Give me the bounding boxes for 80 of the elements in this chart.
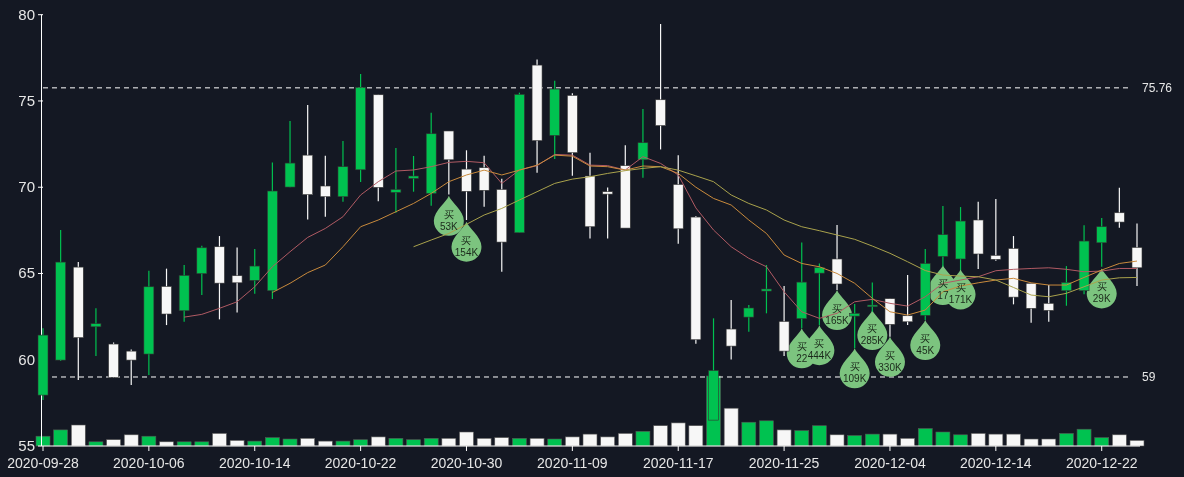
candlestick [408,155,419,193]
bar [1076,428,1092,447]
y-tick-label: 55 [18,437,35,454]
bar [847,435,862,447]
x-tick-label: 2020-12-04 [854,455,926,471]
bar [741,421,757,447]
y-tick-label: 70 [18,178,35,196]
x-tick-label: 2020-10-14 [218,455,291,471]
candlestick [1131,222,1143,287]
y-tick-label: 75 [18,91,35,109]
x-tick-label: 2020-11-09 [537,455,608,471]
bar [1059,433,1074,447]
candlestick [761,264,772,314]
candlestick [390,147,402,214]
data-label: 买 285K [860,323,885,347]
x-tick-label: 2020-11-17 [642,455,714,471]
bar [247,440,263,447]
bar [794,430,810,447]
x-tick-label: 2020-10-22 [324,455,397,471]
ref-line-label: 59 [1142,369,1156,384]
candlestick [867,281,878,313]
bar [388,438,404,447]
data-label: 买 165K [825,303,850,327]
y-tick-label: 80 [18,5,35,23]
ref-line-label: 75.76 [1142,80,1173,95]
candlestick [743,304,755,333]
data-label: 买 53K [439,208,459,232]
data-label: 买 154K [454,234,479,258]
candlestick [990,198,1002,262]
data-label: 买 109K [843,361,867,385]
bar [335,440,351,447]
bar [759,420,774,447]
bar [812,425,827,447]
bar [265,437,280,447]
candlestick [902,274,913,326]
candlestick [937,205,949,268]
data-label: 买 17 [937,278,949,302]
bar [865,433,880,447]
x-tick-label: 2020-09-28 [7,455,80,471]
data-label: 买 444K [807,338,832,362]
candlestick [637,108,649,179]
candlestick [725,299,737,360]
bar [88,441,104,447]
x-tick-label: 2020-12-14 [960,455,1032,471]
bar [547,438,563,447]
bar [353,439,368,447]
y-tick-label: 60 [18,350,35,368]
bar [406,439,421,447]
x-tick-label: 2020-10-30 [430,455,503,471]
candlestick [320,155,331,218]
data-label: 买 29K [1092,281,1111,305]
x-tick-label: 2020-12-22 [1065,455,1138,471]
bar [953,434,968,447]
bar [53,429,68,447]
data-label: 买 45K [916,333,935,357]
x-tick-label: 2020-10-06 [113,455,185,471]
x-tick-label: 2020-11-25 [748,455,820,471]
bar [635,431,651,447]
candlestick [849,303,860,349]
candlestick [1096,217,1108,268]
candlestick [602,186,613,240]
bar [35,435,51,447]
bar [935,431,951,447]
candlestick [478,155,490,208]
y-tick-label: 65 [18,264,35,282]
candlestick [284,120,296,188]
bar [1094,437,1110,447]
bar [141,435,157,447]
candlestick [249,248,261,295]
data-label: 买 22 [796,341,808,365]
candlestick [1114,187,1125,229]
bar [282,438,298,447]
candlestick [90,307,102,357]
data-label: 买 330K [878,349,902,373]
candlestick [231,246,243,314]
candlestick [461,149,472,221]
data-label: 买 171K [948,282,973,306]
bar [917,428,933,447]
candlestick [1043,284,1055,323]
candlestick [814,262,825,326]
